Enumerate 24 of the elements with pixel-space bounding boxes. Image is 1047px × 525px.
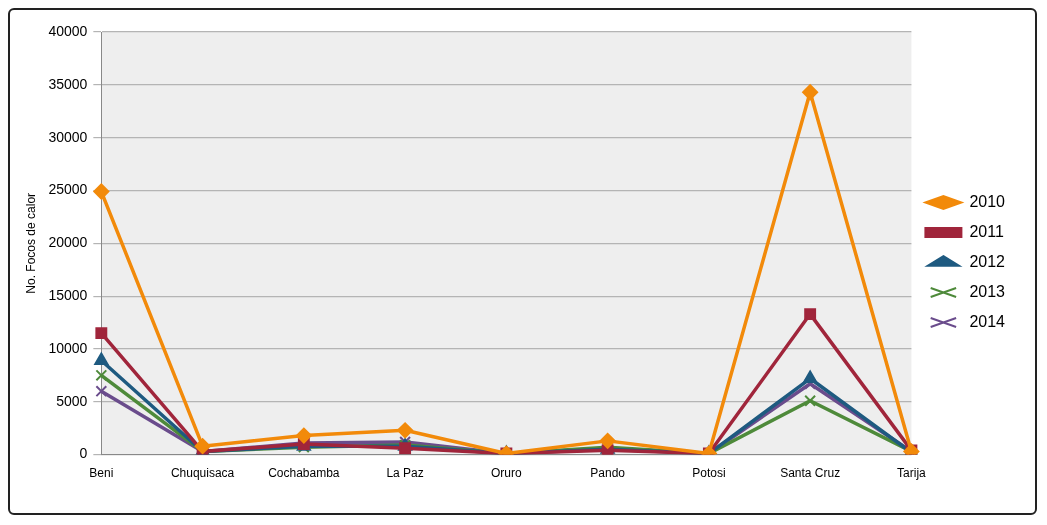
legend-label: 2014 [969,312,1006,330]
x-tick-label: Santa Cruz [780,466,841,481]
legend-label: 2012 [969,252,1006,270]
y-tick-label: 35000 [48,75,88,92]
y-tick-label: 30000 [48,128,88,145]
y-axis-title: No. Focos de calor [23,192,38,294]
x-tick-label: Beni [89,466,114,481]
y-tick-label: 10000 [48,339,88,356]
y-tick-label: 20000 [48,234,88,251]
x-tick-label: La Paz [386,466,424,481]
legend-label: 2011 [969,222,1004,240]
y-tick-label: 15000 [48,286,88,303]
x-tick-label: Tarija [897,466,927,481]
y-tick-label: 5000 [56,392,88,409]
x-tick-label: Cochabamba [268,466,340,481]
x-tick-label: Pando [590,466,626,481]
x-tick-label: Potosi [692,466,726,481]
legend-label: 2010 [969,192,1006,210]
x-tick-label: Oruro [491,466,523,481]
y-tick-label: 0 [79,445,88,462]
legend-label: 2013 [969,282,1006,300]
y-tick-label: 40000 [48,22,88,39]
y-tick-label: 25000 [48,181,88,198]
x-tick-label: Chuquisaca [170,466,235,481]
